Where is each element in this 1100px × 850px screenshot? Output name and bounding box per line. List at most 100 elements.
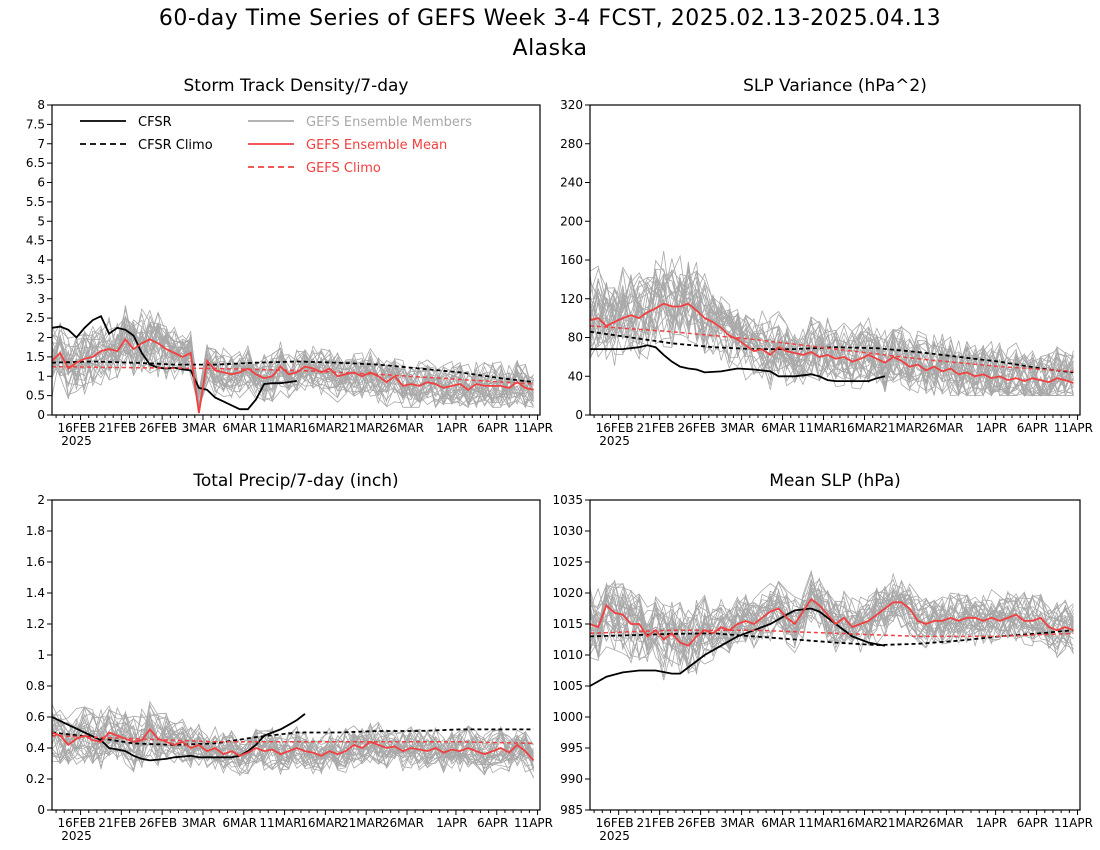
- x-tick-label: 16MAR: [300, 421, 342, 435]
- x-tick-label: 6MAR: [761, 421, 796, 435]
- ensemble-member-line: [590, 297, 1074, 397]
- ensemble-members: [590, 569, 1074, 681]
- ensemble-member-line: [52, 703, 534, 766]
- panel-title: SLP Variance (hPa^2): [743, 76, 927, 96]
- ensemble-member-line: [590, 583, 1074, 656]
- ensemble-member-line: [590, 273, 1074, 398]
- ens-mean-line: [52, 337, 534, 414]
- x-tick-label: 11APR: [514, 816, 553, 830]
- legend-cfsr-climo-label: CFSR Climo: [138, 138, 213, 153]
- legend: CFSR CFSR Climo GEFS Ensemble Members GEFS …: [80, 115, 472, 176]
- y-tick-label: 160: [560, 253, 583, 267]
- y-tick-label: 3.5: [26, 272, 45, 286]
- x-tick-label: 21MAR: [880, 816, 922, 830]
- y-tick-label: 3: [37, 292, 45, 306]
- ensemble-member-line: [52, 305, 534, 399]
- x-tick-label: 26FEB: [678, 816, 716, 830]
- x-tick-label: 1APR: [976, 421, 1007, 435]
- y-tick-label: 5: [37, 214, 45, 228]
- legend-cfsr-label: CFSR: [138, 115, 172, 130]
- x-year-label: 2025: [61, 434, 92, 448]
- x-tick-label: 6MAR: [222, 816, 257, 830]
- y-tick-label: 1025: [552, 555, 583, 569]
- x-tick-label: 26MAR: [382, 421, 424, 435]
- ensemble-members: [52, 700, 534, 779]
- y-tick-label: 0: [575, 408, 583, 422]
- plot-area: [52, 305, 534, 414]
- y-tick-label: 1: [37, 369, 45, 383]
- x-tick-label: 26FEB: [678, 421, 716, 435]
- x-tick-label: 3MAR: [182, 816, 217, 830]
- x-tick-label: 16FEB: [596, 421, 634, 435]
- ensemble-member-line: [590, 598, 1074, 675]
- x-tick-label: 26MAR: [921, 816, 963, 830]
- y-tick-label: 280: [560, 137, 583, 151]
- panel-slpvar: SLP Variance (hPa^2) 0 40 80 120 160 200 240 280…: [560, 76, 1093, 448]
- x-tick-label: 6MAR: [761, 816, 796, 830]
- y-tick-label: 0: [37, 408, 45, 422]
- x-tick-label: 11MAR: [798, 421, 840, 435]
- y-tick-label: 7.5: [26, 117, 45, 131]
- y-tick-label: 240: [560, 176, 583, 190]
- x-tick-label: 11MAR: [259, 816, 301, 830]
- y-tick-label: 0.5: [26, 389, 45, 403]
- legend-ens-mean-label: GEFS Ensemble Mean: [306, 138, 447, 153]
- y-tick-label: 80: [568, 331, 583, 345]
- cfsr-climo-line: [52, 728, 534, 746]
- legend-gefs-climo-label: GEFS Climo: [306, 161, 381, 176]
- y-tick-label: 4: [37, 253, 45, 267]
- y-tick-label: 1.5: [26, 350, 45, 364]
- x-tick-label: 11APR: [1054, 816, 1093, 830]
- panel-title: Mean SLP (hPa): [769, 471, 901, 491]
- x-tick-label: 11MAR: [259, 421, 301, 435]
- x-year-label: 2025: [61, 829, 92, 843]
- y-tick-label: 1005: [552, 679, 583, 693]
- x-tick-label: 1APR: [436, 421, 467, 435]
- y-tick-label: 1015: [552, 617, 583, 631]
- x-tick-label: 21MAR: [880, 421, 922, 435]
- gefs-climo-line: [52, 365, 534, 385]
- y-tick-label: 985: [560, 803, 583, 817]
- x-tick-label: 21FEB: [637, 816, 675, 830]
- ensemble-member-line: [52, 309, 534, 395]
- x-tick-label: 26FEB: [139, 421, 177, 435]
- y-tick-label: 120: [560, 292, 583, 306]
- y-tick-label: 1.2: [26, 617, 45, 631]
- x-tick-label: 16MAR: [839, 421, 881, 435]
- y-tick-label: 2: [37, 493, 45, 507]
- ensemble-member-line: [52, 706, 534, 769]
- y-tick-label: 40: [568, 369, 583, 383]
- x-tick-label: 6APR: [477, 421, 508, 435]
- cfsr-line: [52, 713, 306, 762]
- y-tick-label: 0.6: [26, 710, 45, 724]
- x-year-label: 2025: [599, 829, 630, 843]
- ensemble-member-line: [590, 268, 1074, 397]
- x-tick-label: 16MAR: [839, 816, 881, 830]
- x-tick-label: 6APR: [477, 816, 508, 830]
- y-tick-label: 1020: [552, 586, 583, 600]
- x-tick-label: 16FEB: [596, 816, 634, 830]
- panel-frame: [589, 499, 1081, 811]
- panel-frame: [51, 499, 541, 811]
- x-tick-label: 16FEB: [57, 816, 95, 830]
- ens-mean-line: [52, 727, 535, 761]
- ensemble-member-line: [590, 290, 1074, 397]
- ensemble-member-line: [590, 279, 1074, 398]
- ens-mean-line: [590, 597, 1074, 647]
- y-tick-label: 0.4: [26, 741, 45, 755]
- ensemble-member-line: [52, 333, 534, 409]
- y-tick-label: 6: [37, 176, 45, 190]
- cfsr-line: [590, 344, 886, 383]
- gefs-climo-line: [52, 734, 534, 745]
- gefs-climo-line: [590, 629, 1074, 638]
- legend-members-label: GEFS Ensemble Members: [306, 115, 472, 130]
- ens-mean-line: [590, 302, 1074, 384]
- y-tick-label: 0.8: [26, 679, 45, 693]
- y-tick-label: 990: [560, 772, 583, 786]
- x-tick-label: 21FEB: [637, 421, 675, 435]
- y-tick-label: 1030: [552, 524, 583, 538]
- x-tick-label: 26FEB: [139, 816, 177, 830]
- y-tick-label: 1.6: [26, 555, 45, 569]
- x-tick-label: 3MAR: [182, 421, 217, 435]
